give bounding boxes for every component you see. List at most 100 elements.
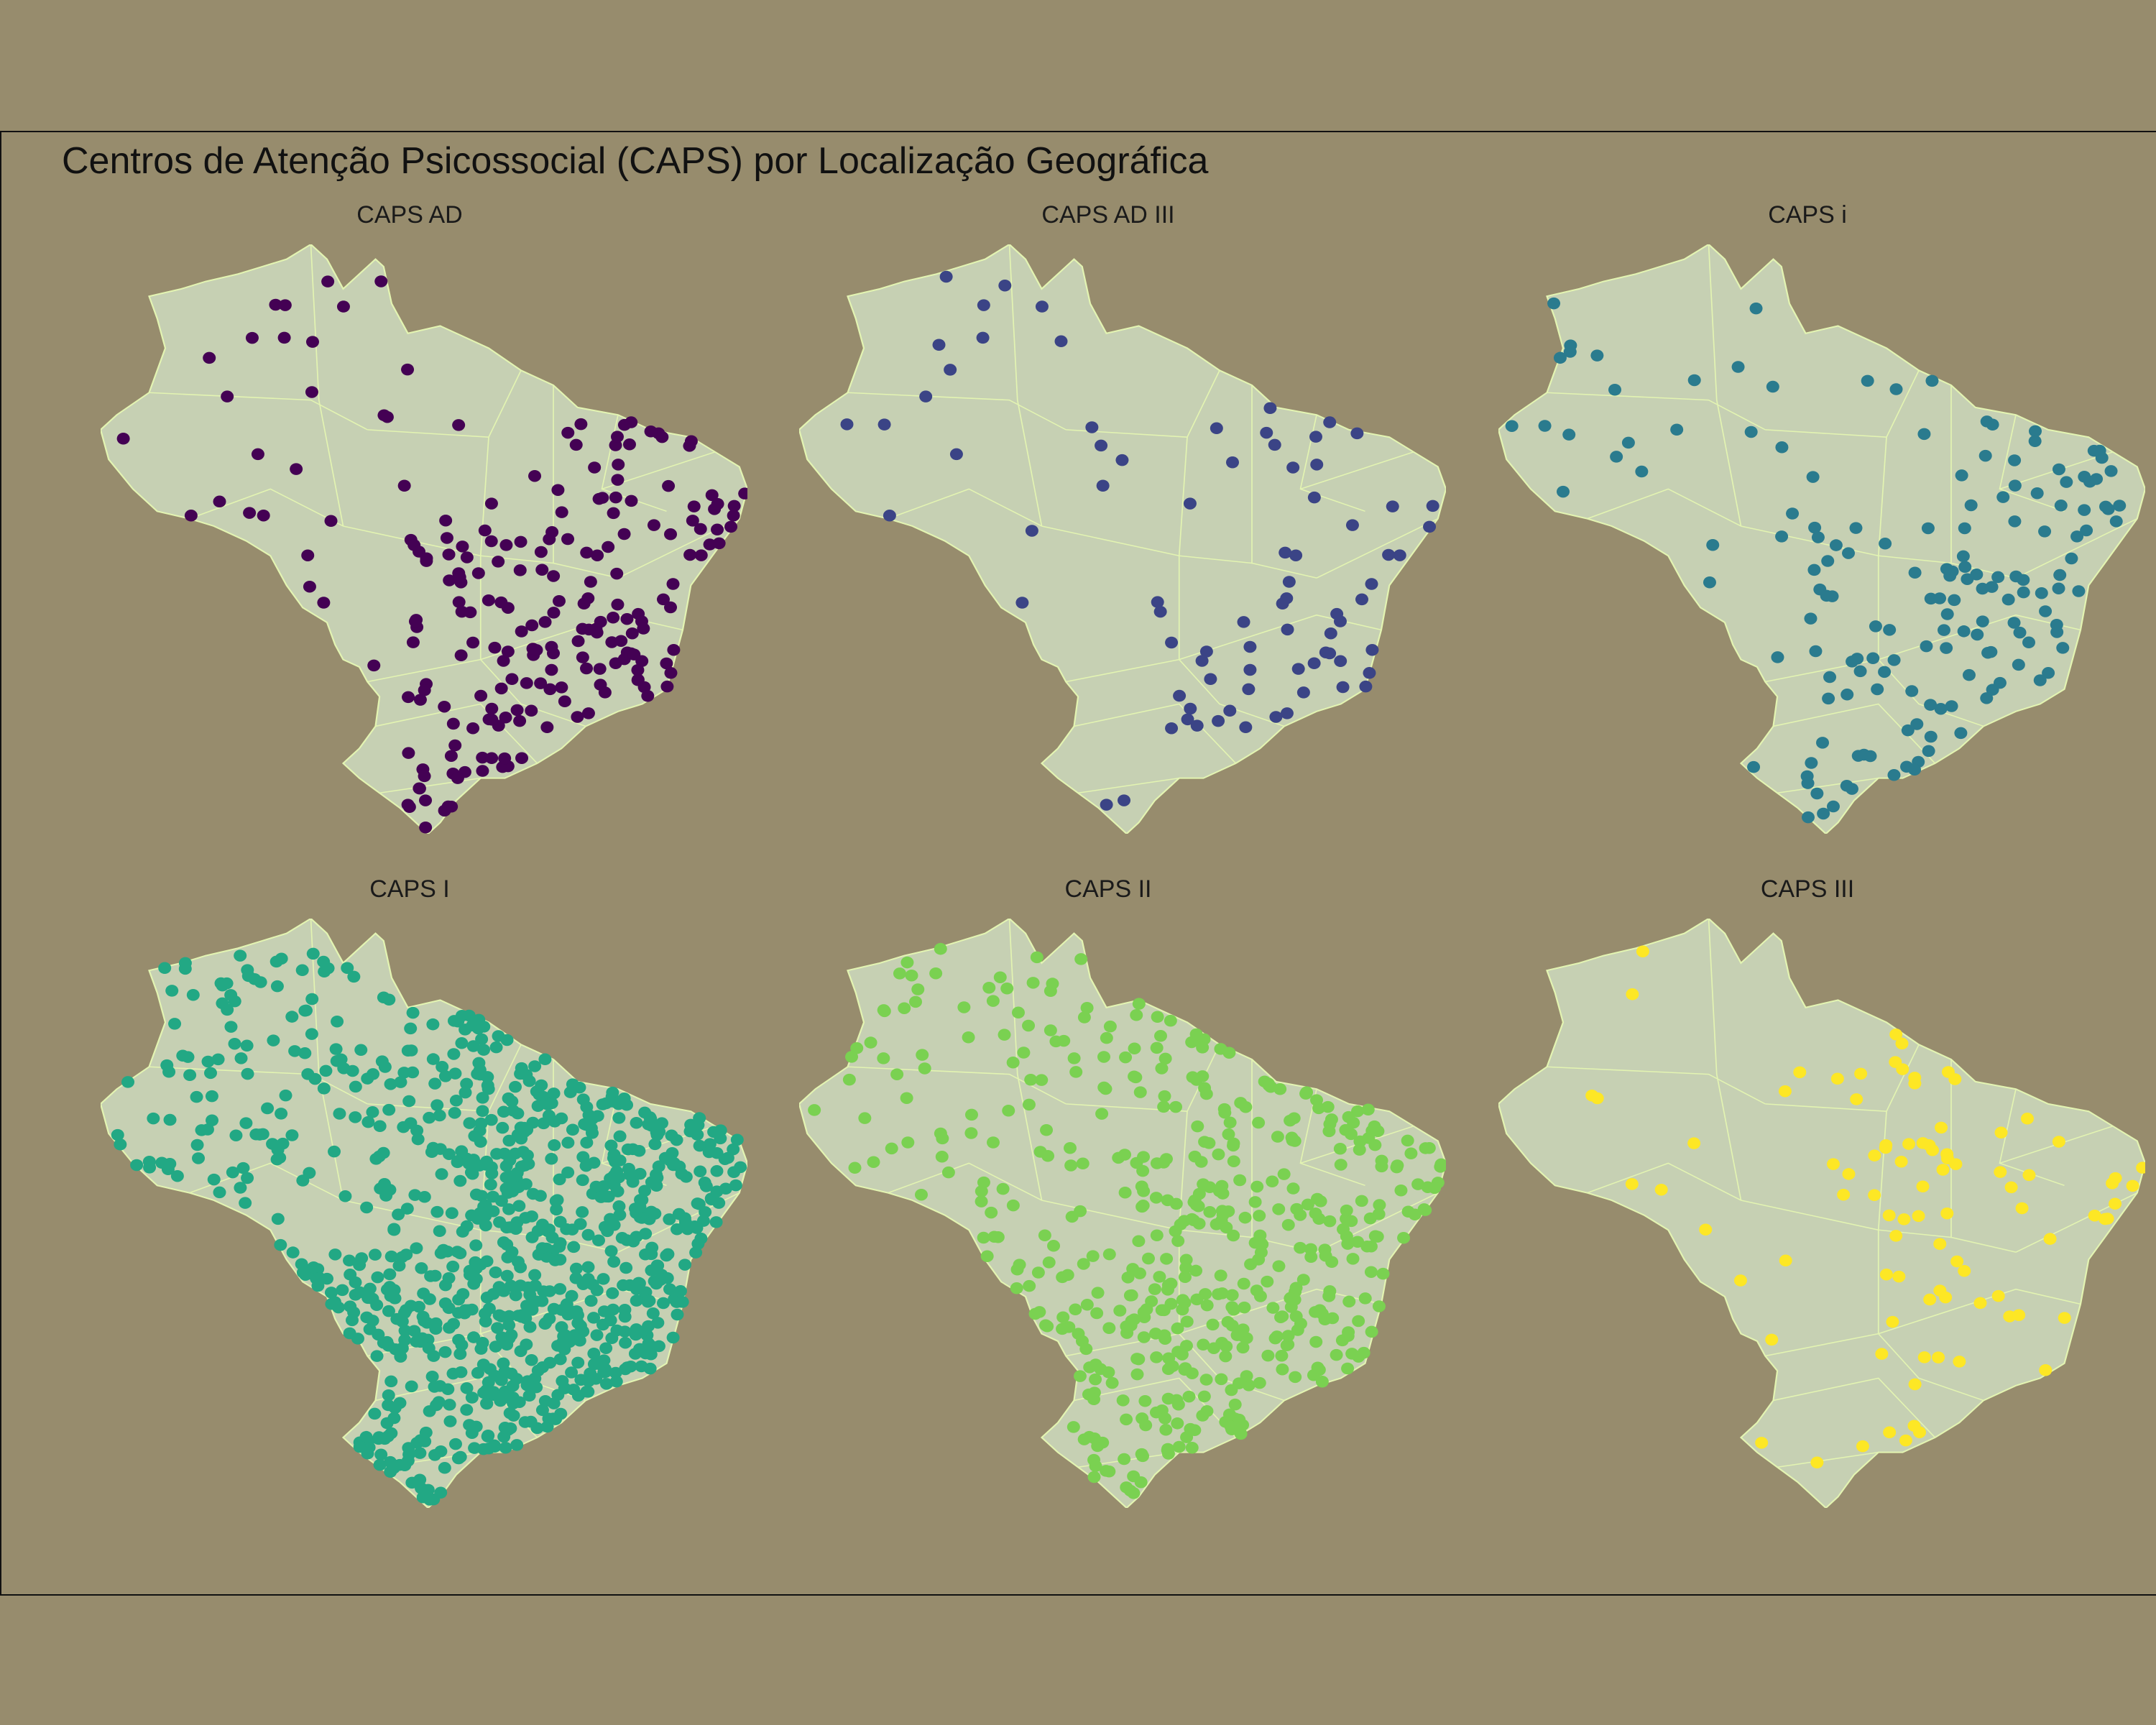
state-border	[1773, 1377, 1936, 1438]
caps-location-point	[632, 1145, 646, 1157]
state-border	[1741, 1200, 1879, 1334]
caps-location-point	[1350, 427, 1364, 440]
caps-location-point	[1423, 520, 1437, 533]
panel-title: CAPS I	[369, 875, 450, 903]
caps-location-point	[1097, 1051, 1111, 1063]
caps-location-point	[620, 1099, 634, 1111]
caps-location-point	[321, 275, 335, 288]
caps-location-point	[877, 1052, 890, 1064]
caps-location-point	[591, 549, 604, 561]
caps-location-point	[1102, 1322, 1116, 1335]
caps-location-point	[530, 1381, 543, 1394]
caps-location-point	[2022, 636, 2035, 649]
caps-location-point	[1370, 1230, 1384, 1243]
caps-location-point	[1706, 539, 1720, 551]
caps-location-point	[1113, 1305, 1127, 1317]
caps-location-point	[538, 1053, 552, 1066]
caps-location-point	[192, 1152, 206, 1164]
caps-location-point	[456, 1288, 470, 1300]
caps-location-point	[609, 491, 622, 504]
caps-location-point	[405, 1476, 419, 1489]
caps-location-point	[914, 1188, 928, 1201]
caps-location-point	[418, 1191, 431, 1203]
caps-location-point	[1158, 1412, 1172, 1425]
caps-location-point	[545, 1153, 558, 1165]
caps-location-point	[1223, 1116, 1237, 1129]
panel-title: CAPS AD III	[1041, 201, 1175, 229]
caps-location-point	[538, 1395, 552, 1407]
caps-location-point	[2001, 593, 2015, 606]
state-border	[1587, 1162, 1741, 1201]
caps-location-point	[901, 1136, 915, 1149]
caps-location-point	[1276, 1363, 1289, 1376]
caps-location-point	[1342, 1110, 1355, 1123]
caps-location-point	[1210, 1218, 1223, 1230]
caps-location-point	[1322, 1125, 1336, 1138]
caps-location-point	[1857, 748, 1871, 761]
caps-location-point	[494, 596, 508, 609]
caps-location-point	[611, 598, 625, 611]
caps-location-point	[165, 985, 179, 997]
caps-location-point	[234, 1182, 247, 1194]
caps-location-point	[411, 1133, 425, 1146]
caps-location-point	[290, 463, 303, 475]
caps-location-point	[1244, 1258, 1258, 1271]
caps-location-point	[1164, 1297, 1178, 1310]
caps-location-point	[419, 794, 433, 806]
caps-location-point	[523, 1320, 537, 1333]
caps-location-point	[607, 1256, 621, 1268]
caps-location-point	[1924, 730, 1938, 743]
caps-location-point	[435, 1168, 448, 1180]
caps-location-point	[1219, 1350, 1233, 1363]
caps-location-point	[471, 567, 485, 579]
caps-location-point	[597, 1354, 611, 1366]
caps-location-point	[510, 704, 524, 717]
caps-location-point	[410, 1335, 423, 1348]
caps-location-point	[383, 1268, 397, 1281]
caps-location-point	[1822, 692, 1835, 705]
caps-location-point	[1281, 1330, 1295, 1342]
caps-location-point	[534, 546, 548, 558]
caps-location-point	[1364, 1266, 1378, 1278]
caps-location-point	[919, 390, 933, 402]
caps-location-point	[727, 510, 740, 522]
caps-location-point	[1137, 1185, 1151, 1197]
caps-location-point	[1220, 1340, 1233, 1353]
caps-location-point	[678, 1259, 692, 1271]
caps-location-point	[1766, 380, 1779, 393]
caps-location-point	[363, 1282, 377, 1295]
caps-location-point	[996, 1182, 1010, 1195]
state-border	[1300, 451, 1414, 490]
caps-location-point	[584, 1367, 597, 1380]
caps-location-point	[520, 1300, 533, 1312]
caps-location-point	[576, 651, 589, 663]
caps-location-point	[1958, 522, 1971, 535]
caps-location-point	[1342, 1295, 1356, 1308]
caps-location-point	[1933, 592, 1947, 604]
caps-location-point	[1314, 1195, 1327, 1208]
caps-location-point	[239, 1117, 253, 1129]
caps-location-point	[1040, 1124, 1054, 1136]
caps-location-point	[1171, 1235, 1185, 1247]
caps-location-point	[877, 1005, 891, 1018]
caps-location-point	[1936, 1164, 1950, 1176]
caps-location-point	[944, 364, 957, 376]
caps-location-point	[610, 567, 624, 580]
caps-location-point	[1159, 1424, 1173, 1436]
caps-location-point	[363, 1323, 377, 1335]
caps-location-point	[911, 983, 925, 995]
caps-location-point	[130, 1159, 144, 1172]
caps-location-point	[1280, 707, 1294, 719]
caps-location-point	[454, 1366, 468, 1379]
caps-location-point	[448, 739, 462, 752]
caps-location-point	[1326, 1312, 1340, 1325]
caps-location-point	[512, 1181, 525, 1194]
caps-location-point	[663, 1154, 677, 1167]
caps-location-point	[730, 1133, 744, 1146]
caps-location-point	[303, 580, 316, 593]
caps-location-point	[918, 1062, 931, 1075]
caps-location-point	[1340, 1204, 1353, 1217]
caps-location-point	[1345, 1348, 1359, 1360]
caps-location-point	[2030, 487, 2044, 500]
caps-location-point	[1955, 469, 1968, 482]
